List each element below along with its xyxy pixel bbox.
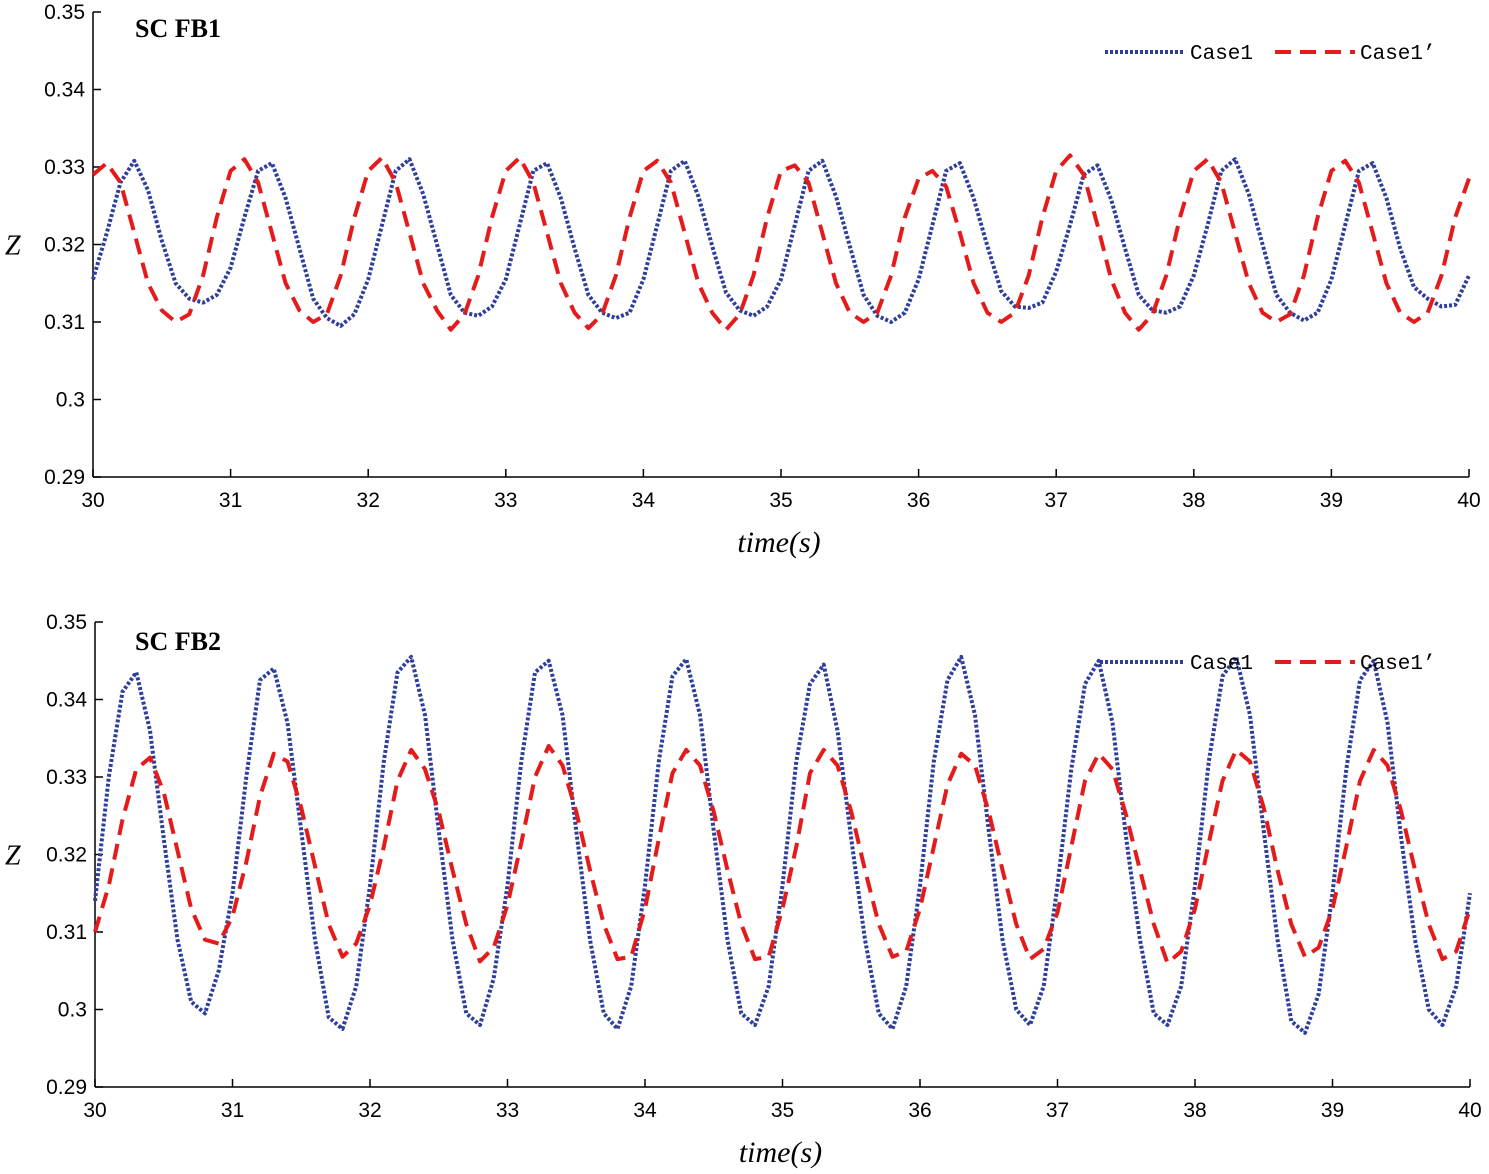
chart-title: SC FB2 [135, 627, 221, 656]
y-axis-label: Z [5, 231, 21, 262]
x-tick-label: 30 [81, 489, 104, 512]
x-tick-label: 32 [358, 1099, 381, 1122]
x-tick-label: 34 [632, 489, 656, 512]
x-tick-label: 33 [496, 1099, 519, 1122]
y-tick-label: 0.3 [56, 389, 85, 412]
x-tick-label: 35 [769, 489, 792, 512]
y-axis-label: Z [5, 841, 21, 872]
x-tick-label: 37 [1046, 1099, 1069, 1122]
y-tick-label: 0.35 [44, 1, 85, 24]
x-tick-label: 34 [633, 1099, 657, 1122]
x-tick-label: 35 [771, 1099, 794, 1122]
series-line-case1 [91, 157, 1471, 328]
y-tick-label: 0.32 [44, 234, 85, 257]
series-line-case1 [93, 654, 1472, 1035]
series-line-case1-prime [91, 153, 1471, 332]
legend-label-case1: Case1 [1190, 43, 1253, 66]
chart-panel-2: 30 31 32 33 34 35 36 37 38 39 40 0.29 0.3 0.31 0.32 0.3… [5, 611, 1482, 1169]
x-tick-label: 38 [1182, 489, 1205, 512]
chart-title: SC FB1 [135, 14, 221, 43]
x-tick-label: 30 [83, 1099, 106, 1122]
x-axis-label: time(s) [737, 526, 820, 559]
x-tick-label: 38 [1183, 1099, 1206, 1122]
y-tick-label: 0.3 [58, 999, 87, 1022]
legend: Case1 Case1’ [1105, 43, 1436, 66]
chart-panel-1: 30 31 32 33 34 35 36 37 38 39 40 0.29 0.3 0.31 0.32 0.3… [5, 1, 1481, 559]
x-tick-label: 39 [1320, 489, 1343, 512]
x-tick-label: 33 [494, 489, 517, 512]
y-tick-label: 0.34 [46, 689, 87, 712]
y-tick-label: 0.33 [44, 156, 85, 179]
x-tick-label: 39 [1321, 1099, 1344, 1122]
y-tick-label: 0.32 [46, 844, 87, 867]
x-axis-label: time(s) [739, 1136, 822, 1169]
y-tick-label: 0.34 [44, 79, 85, 102]
x-tick-label: 36 [907, 489, 930, 512]
y-tick-label: 0.33 [46, 766, 87, 789]
y-tick-label: 0.31 [44, 311, 85, 334]
y-tick-label: 0.35 [46, 611, 87, 634]
x-tick-label: 37 [1045, 489, 1068, 512]
x-tick-label: 32 [357, 489, 380, 512]
y-tick-label: 0.29 [44, 466, 85, 489]
x-tick-label: 36 [908, 1099, 931, 1122]
x-tick-label: 31 [219, 489, 242, 512]
legend-label-case1-prime: Case1’ [1360, 43, 1436, 66]
legend: Case1 Case1’ [1100, 653, 1436, 676]
x-tick-label: 40 [1457, 489, 1480, 512]
y-tick-label: 0.31 [46, 921, 87, 944]
x-tick-label: 31 [221, 1099, 244, 1122]
x-tick-label: 40 [1458, 1099, 1481, 1122]
legend-label-case1: Case1 [1190, 653, 1253, 676]
series-line-case1-prime [93, 744, 1472, 965]
legend-label-case1-prime: Case1’ [1360, 653, 1436, 676]
y-tick-label: 0.29 [46, 1076, 87, 1099]
